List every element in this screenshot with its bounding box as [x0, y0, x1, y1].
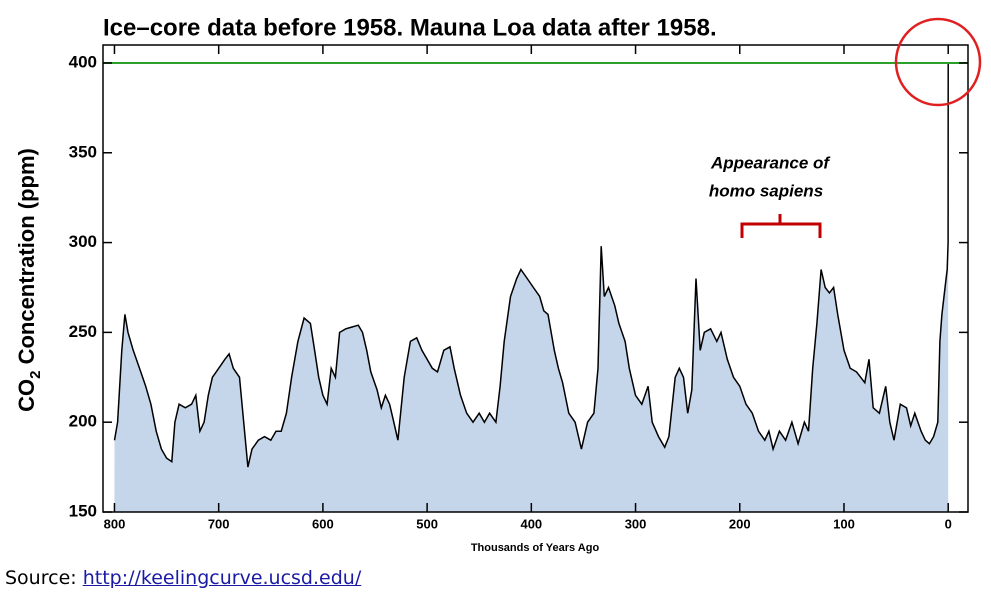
line: [113, 62, 949, 468]
y-tick-label: 200: [69, 412, 97, 431]
source-link[interactable]: http://keelingcurve.ucsd.edu/: [82, 567, 362, 589]
x-tick-label: 400: [520, 516, 542, 531]
y-tick-label: 300: [69, 232, 97, 251]
chart-title: Ice–core data before 1958. Mauna Loa dat…: [103, 14, 717, 41]
x-tick-label: 600: [312, 516, 334, 531]
x-tick-label: 300: [625, 516, 647, 531]
y-tick-label: 250: [69, 322, 97, 341]
y-tick-label: 150: [69, 501, 97, 520]
annotation-line: homo sapiens: [709, 181, 823, 200]
highlight-circle: [894, 17, 982, 107]
x-tick-label: 200: [729, 516, 751, 531]
x-tick-label: 700: [208, 516, 230, 531]
y-tick-label: 350: [69, 142, 97, 161]
x-tick-label: 800: [104, 516, 126, 531]
x-tick-label: 0: [945, 516, 952, 531]
chart: Ice–core data before 1958. Mauna Loa dat…: [14, 14, 982, 554]
plot-frame: [102, 44, 969, 513]
area: [114, 63, 949, 512]
y-axis-title-subscript: 2: [27, 371, 44, 379]
x-tick-label: 500: [416, 516, 438, 531]
y-axis-title-suffix: Concentration (ppm): [14, 148, 39, 370]
x-tick-label: 100: [833, 516, 855, 531]
x-axis-title: Thousands of Years Ago: [471, 542, 600, 554]
annotation-line: Appearance of: [710, 153, 831, 172]
y-axis-title-prefix: CO: [14, 379, 39, 412]
source: Source: http://keelingcurve.ucsd.edu/: [5, 567, 361, 589]
source-label: Source:: [5, 567, 83, 589]
y-axis-title: CO2 Concentration (ppm): [14, 148, 44, 412]
annotation-bracket: [740, 214, 822, 238]
y-tick-label: 400: [69, 52, 97, 71]
